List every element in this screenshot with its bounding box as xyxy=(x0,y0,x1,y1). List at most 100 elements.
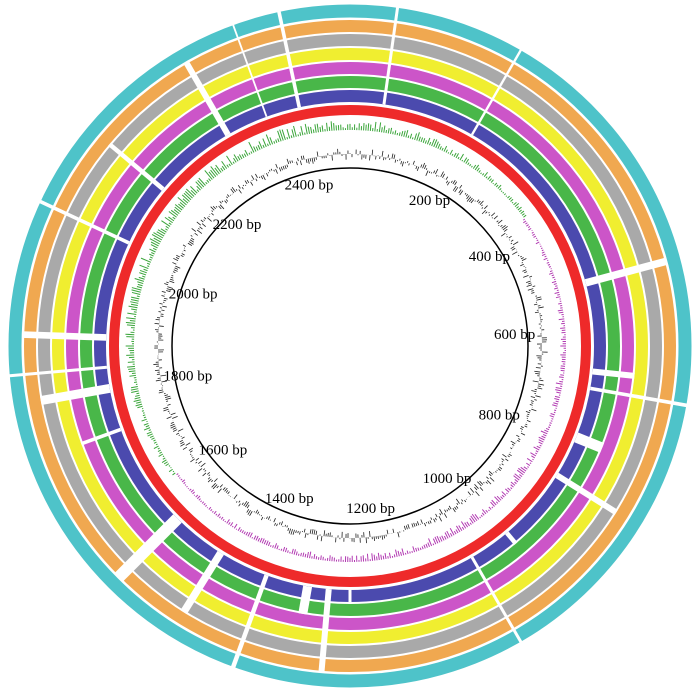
gc-skew-tick xyxy=(470,165,473,168)
gc-content-tick xyxy=(466,195,470,200)
gc-skew-tick xyxy=(556,391,561,394)
gc-skew-tick xyxy=(492,182,494,185)
gc-content-tick xyxy=(323,530,326,537)
gc-skew-tick xyxy=(186,485,188,488)
gc-content-tick xyxy=(534,399,537,401)
gc-skew-tick xyxy=(197,179,205,188)
gc-content-tick xyxy=(229,194,232,196)
gc-skew-tick xyxy=(536,239,539,242)
gc-content-tick xyxy=(164,283,169,286)
gc-content-tick xyxy=(526,420,531,423)
ring-gap xyxy=(589,386,689,408)
gc-content-tick xyxy=(415,523,418,527)
gc-content-tick xyxy=(320,535,323,542)
gc-skew-tick xyxy=(215,164,222,173)
gc-content-tick xyxy=(160,374,167,377)
gc-content-tick xyxy=(508,235,512,239)
gc-content-tick xyxy=(196,229,203,234)
gc-content-tick xyxy=(266,172,269,177)
gc-content-tick xyxy=(422,162,426,169)
rings xyxy=(8,4,692,688)
gc-skew-tick xyxy=(162,457,166,460)
gc-content-tick xyxy=(386,529,389,535)
gc-skew-tick xyxy=(544,429,549,433)
gc-skew-tick xyxy=(554,291,560,294)
gc-skew-tick xyxy=(381,127,383,133)
gc-content-tick xyxy=(534,311,540,314)
gc-content-tick xyxy=(290,529,293,535)
gc-skew-tick xyxy=(531,231,534,234)
gc-content-tick xyxy=(429,520,432,524)
gc-content-tick xyxy=(213,478,218,483)
gc-content-tick xyxy=(525,423,528,426)
gc-skew-tick xyxy=(139,269,147,274)
gc-skew-tick xyxy=(443,145,448,152)
gc-skew-tick xyxy=(143,268,148,272)
gc-skew-tick xyxy=(495,184,499,188)
gc-content-tick xyxy=(456,502,459,506)
gc-content-tick xyxy=(262,174,266,181)
gc-skew-tick xyxy=(151,252,155,255)
gc-content-tick xyxy=(200,462,206,468)
gc-skew-tick xyxy=(129,320,136,322)
gc-skew-tick xyxy=(262,144,265,148)
gc-content-tick xyxy=(510,447,513,450)
gc-content-tick xyxy=(454,186,459,193)
gc-content-tick xyxy=(166,400,169,402)
gc-skew-tick xyxy=(553,402,559,405)
gc-skew-tick xyxy=(409,133,413,139)
gc-skew-tick xyxy=(514,481,517,485)
gc-skew-tick xyxy=(183,481,186,485)
gc-skew-tick xyxy=(428,538,433,547)
gc-skew-tick xyxy=(286,129,291,139)
gc-skew-tick xyxy=(164,216,173,224)
gc-content-tick xyxy=(255,178,258,182)
gc-skew-tick xyxy=(128,370,136,373)
gc-skew-tick xyxy=(284,547,288,553)
gc-content-tick xyxy=(438,515,443,522)
gc-skew-tick xyxy=(200,500,203,503)
gc-skew-tick xyxy=(255,535,259,541)
gc-content-tick xyxy=(173,429,178,432)
gc-content-tick xyxy=(520,426,524,429)
gc-skew-tick xyxy=(145,425,150,428)
gc-skew-tick xyxy=(163,461,168,465)
gc-skew-tick xyxy=(510,481,516,486)
gc-content-tick xyxy=(311,157,314,164)
gc-content-tick xyxy=(488,214,491,216)
gc-skew-tick xyxy=(233,157,237,163)
gc-skew-tick xyxy=(538,439,544,443)
gc-content-tick xyxy=(233,494,238,500)
gc-skew-tick xyxy=(126,324,136,327)
gc-content-tick xyxy=(309,529,312,534)
gc-content-tick xyxy=(489,477,495,482)
gc-skew-tick xyxy=(172,470,175,473)
gc-skew-tick xyxy=(546,261,550,264)
gc-skew-tick xyxy=(201,501,205,504)
gc-skew-tick xyxy=(178,203,184,209)
gc-content-tick xyxy=(435,517,437,521)
gc-skew-tick xyxy=(397,550,400,557)
gc-skew-tick xyxy=(496,495,502,501)
gc-skew-tick xyxy=(267,541,271,547)
gc-skew-tick xyxy=(272,545,274,548)
gc-content-tick xyxy=(521,258,527,261)
gc-skew-tick xyxy=(233,154,239,162)
gc-content-tick xyxy=(497,468,501,471)
gc-skew-tick xyxy=(126,317,136,320)
gc-content-tick xyxy=(211,212,214,216)
gc-content-tick xyxy=(510,440,516,445)
gc-content-tick xyxy=(517,439,520,442)
gc-skew-tick xyxy=(441,147,444,151)
gc-skew-tick xyxy=(554,397,560,401)
gc-content-tick xyxy=(454,506,457,510)
gc-content-tick xyxy=(436,174,438,177)
gc-content-tick xyxy=(500,224,503,228)
gc-skew-tick xyxy=(220,167,224,172)
gc-content-tick xyxy=(531,290,534,292)
gc-content-tick xyxy=(316,151,319,157)
gc-content-tick xyxy=(483,482,485,484)
gc-content-tick xyxy=(291,160,293,163)
gc-content-tick xyxy=(163,408,169,412)
gc-skew-tick xyxy=(251,536,254,539)
